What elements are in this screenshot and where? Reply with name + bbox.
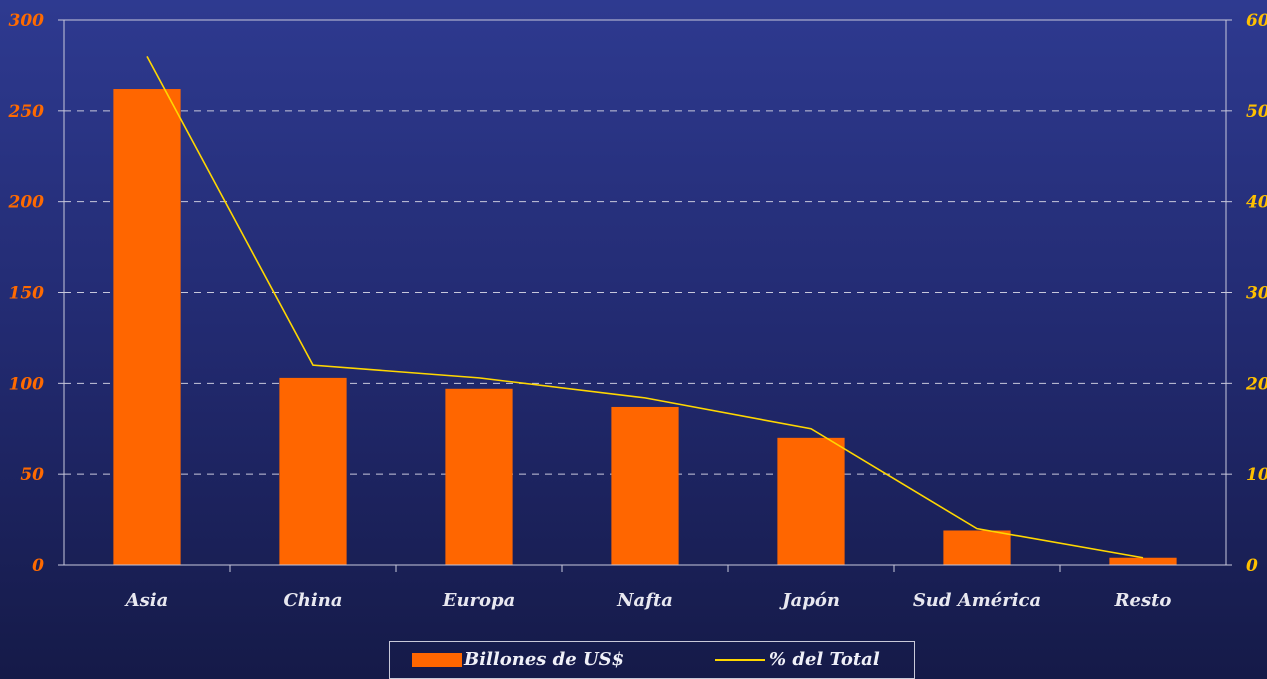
right-tick-label: 0	[1246, 556, 1258, 576]
legend-label-line: % del Total	[769, 649, 880, 670]
left-tick-label: 300	[9, 11, 45, 31]
left-tick-label: 50	[20, 465, 44, 485]
category-label: Resto	[1114, 590, 1172, 611]
legend-item-bar: Billones de US$	[412, 649, 624, 670]
right-tick-label: 10	[1246, 465, 1267, 485]
left-tick-label: 150	[9, 284, 45, 304]
category-label: China	[283, 590, 342, 611]
legend-swatch-line	[715, 658, 765, 661]
left-tick-label: 0	[32, 556, 44, 576]
bar-5	[943, 530, 1011, 565]
left-tick-label: 200	[8, 193, 45, 213]
bar-6	[1109, 557, 1177, 565]
legend-label-bar: Billones de US$	[464, 649, 625, 670]
right-tick-label: 40	[1246, 193, 1267, 213]
right-tick-label: 50	[1246, 102, 1267, 122]
right-tick-label: 20	[1245, 374, 1267, 394]
bar-1	[279, 377, 347, 565]
bar-4	[777, 437, 845, 565]
category-label: Japón	[779, 590, 840, 611]
left-tick-label: 100	[9, 374, 45, 394]
bar-2	[445, 388, 513, 565]
legend-swatch-bar	[412, 652, 462, 667]
bar-3	[611, 406, 679, 565]
category-label: Asia	[124, 590, 169, 611]
bar-0	[113, 89, 181, 566]
right-tick-label: 60	[1246, 11, 1267, 31]
category-label: Nafta	[616, 590, 673, 611]
chart-legend: Billones de US$ % del Total	[389, 641, 915, 679]
legend-item-line: % del Total	[715, 649, 880, 670]
right-tick-label: 30	[1246, 284, 1267, 304]
category-label: Sud América	[913, 590, 1041, 611]
category-label: Europa	[442, 590, 516, 611]
left-tick-label: 250	[8, 102, 45, 122]
chart-svg: 0 50 100 150 200 250 300 0 10 20 30 40 50 60 Asia China…	[8, 11, 1267, 611]
